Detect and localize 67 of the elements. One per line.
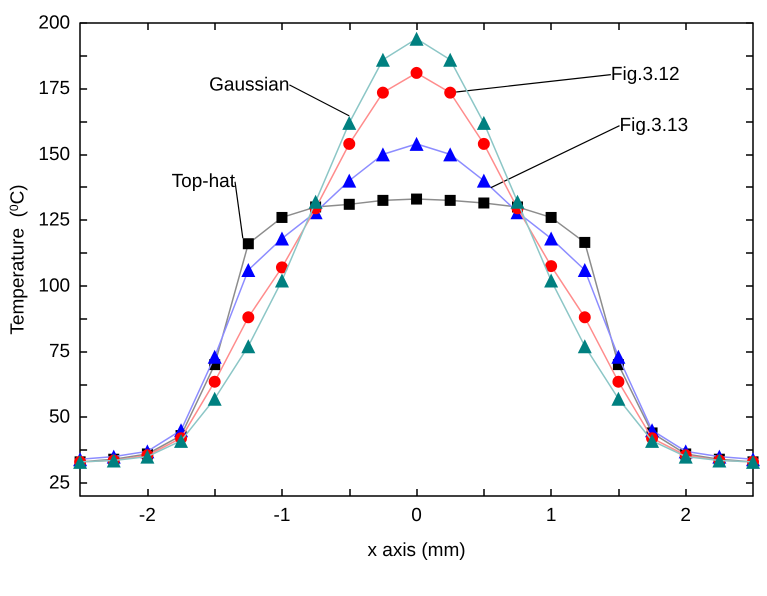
point: [376, 52, 390, 67]
point: [377, 194, 388, 206]
point: [174, 434, 188, 448]
y-tick-label: 75: [48, 340, 70, 362]
point: [443, 147, 458, 162]
point: [444, 194, 456, 206]
x-tick-label: 0: [411, 505, 422, 526]
point: [241, 339, 256, 354]
point: [308, 194, 323, 209]
x-axis-title: x axis (mm): [367, 540, 466, 561]
text: Fig.3.12: [610, 64, 680, 86]
point: [578, 311, 591, 324]
x-tick-label: -1: [274, 505, 290, 526]
point: [140, 450, 154, 464]
point: [444, 86, 456, 99]
point: [645, 434, 660, 448]
point: [241, 263, 256, 278]
y-tick-label: 125: [38, 210, 70, 231]
point: [344, 198, 355, 210]
point: [578, 339, 592, 354]
point: [410, 136, 424, 151]
y-tick-label: 25: [48, 472, 70, 494]
point: [478, 138, 490, 150]
point: [342, 116, 356, 130]
y-tick-label: 50: [48, 406, 70, 428]
point: [410, 32, 424, 46]
point: [544, 274, 558, 288]
point: [443, 52, 458, 67]
y-tick-label: 100: [38, 275, 70, 296]
text: Gaussian: [209, 74, 290, 96]
point: [545, 260, 558, 272]
point: [510, 194, 524, 209]
point: [611, 350, 626, 364]
point: [411, 194, 422, 205]
point: [343, 138, 356, 150]
point: [274, 231, 289, 246]
text: Fig.3.13: [620, 115, 688, 136]
point: [544, 231, 558, 246]
point: [612, 376, 624, 388]
x-tick-label: -2: [138, 505, 156, 526]
point: [208, 376, 221, 388]
point: [242, 311, 254, 324]
point: [208, 350, 222, 364]
point: [376, 147, 390, 162]
point: [276, 212, 288, 223]
point: [578, 263, 592, 278]
point: [276, 261, 288, 274]
point: [208, 392, 222, 406]
point: [410, 66, 423, 79]
y-tick-label: 200: [38, 12, 70, 34]
text: Top-hat: [172, 171, 236, 192]
y-axis-title: Temperature (0C): [7, 184, 28, 335]
point: [274, 274, 289, 288]
x-tick-label: 1: [546, 505, 556, 526]
y-tick-label: 175: [38, 78, 70, 100]
point: [478, 198, 490, 209]
point: [678, 450, 693, 464]
point: [476, 116, 491, 130]
point: [611, 392, 626, 406]
point: [242, 238, 254, 250]
x-tick-label: 2: [680, 505, 691, 526]
point: [342, 174, 356, 188]
point: [476, 174, 491, 188]
point: [546, 212, 557, 223]
y-tick-label: 150: [38, 144, 70, 165]
point: [579, 236, 590, 248]
point: [376, 86, 389, 99]
